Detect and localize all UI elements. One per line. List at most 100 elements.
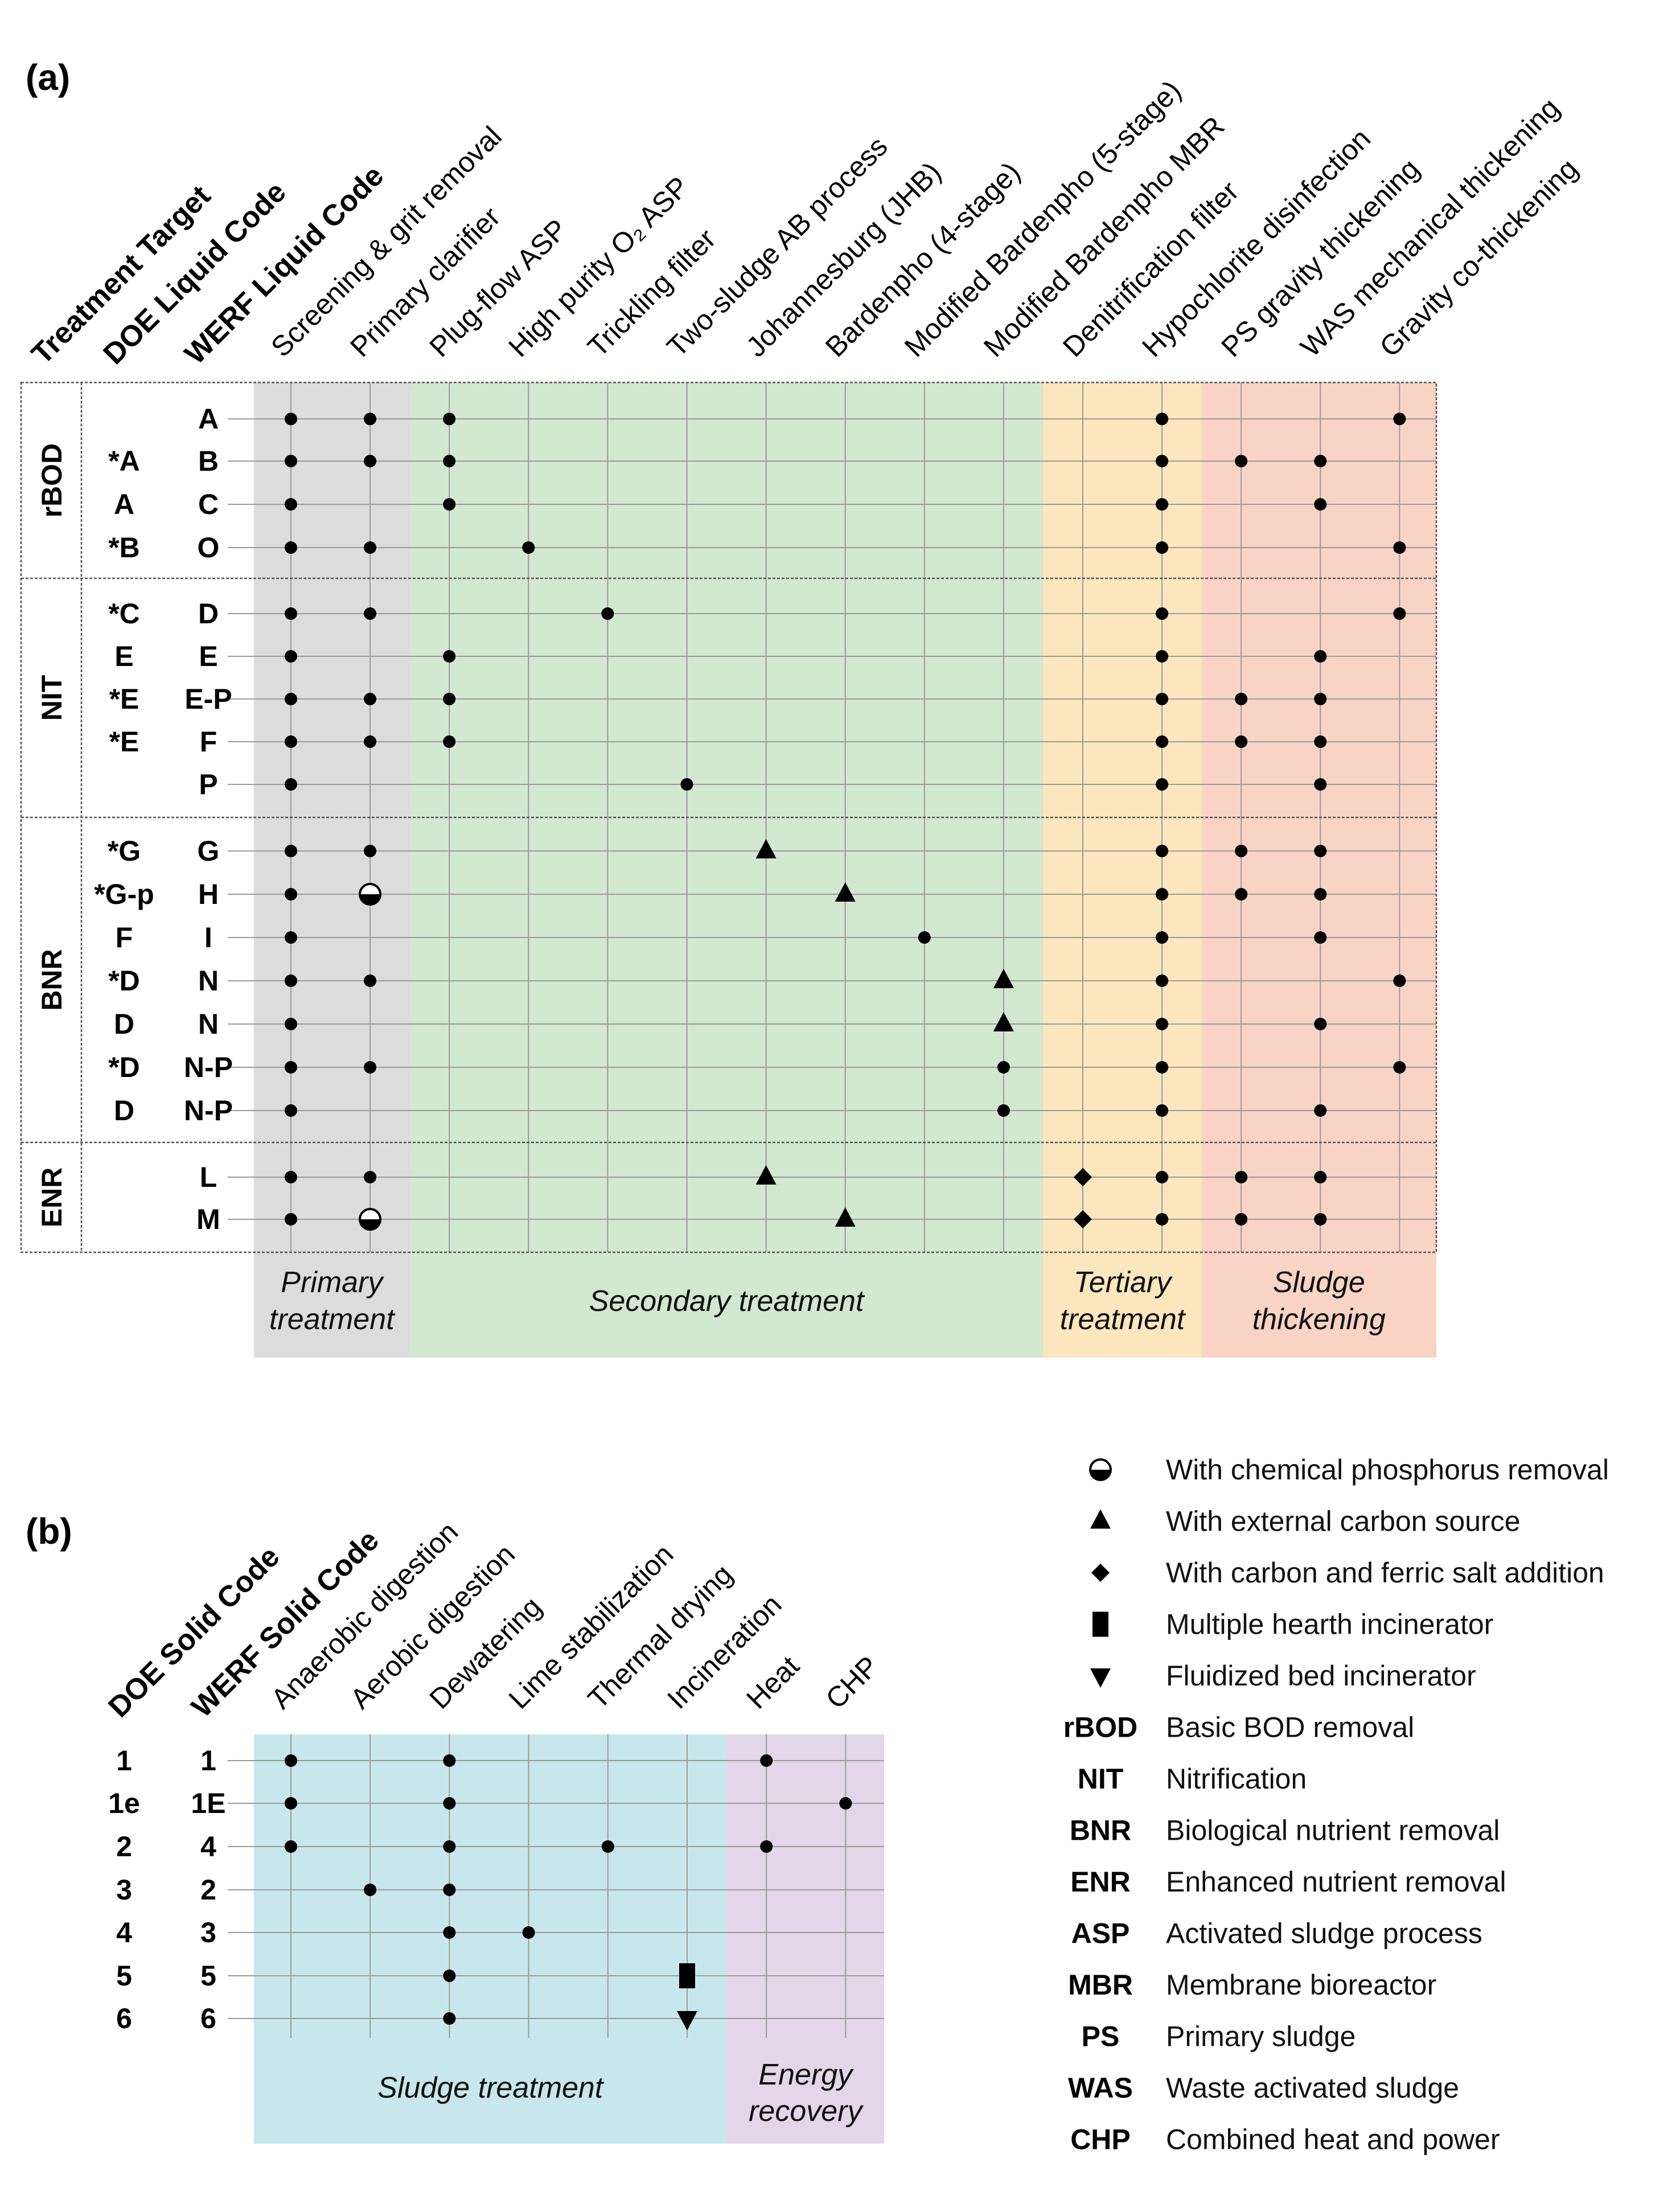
mark-triangle-down bbox=[677, 2011, 697, 2030]
mark-dot bbox=[1314, 1104, 1327, 1117]
mark-dot bbox=[1314, 455, 1327, 467]
zone-2-background bbox=[1043, 383, 1202, 1358]
doe-liquid-code: *D bbox=[108, 1051, 140, 1083]
mark-diamond bbox=[1074, 1168, 1092, 1186]
mark-dot bbox=[680, 778, 693, 791]
mark-dot bbox=[1156, 455, 1169, 467]
mark-dot bbox=[285, 1104, 297, 1117]
werf-liquid-code: M bbox=[196, 1203, 220, 1235]
mark-dot bbox=[1235, 693, 1248, 705]
doe-solid-code: 6 bbox=[116, 2003, 132, 2034]
b-zone-0-background bbox=[254, 1734, 727, 2144]
treatment-target-rbod: rBOD bbox=[36, 443, 68, 518]
mark-dot bbox=[1314, 845, 1327, 857]
treatment-target-nit: NIT bbox=[36, 675, 68, 721]
werf-liquid-code: B bbox=[198, 445, 219, 477]
mark-dot bbox=[1314, 735, 1327, 748]
mark-dot bbox=[285, 607, 297, 620]
legend-symbol-half bbox=[1089, 1458, 1112, 1481]
mark-dot bbox=[522, 541, 535, 554]
werf-liquid-code: C bbox=[198, 488, 219, 520]
doe-solid-code: 1e bbox=[108, 1787, 140, 1819]
b-zone-1-background bbox=[726, 1734, 884, 2144]
zone-label-1: Secondary treatment bbox=[589, 1285, 865, 1318]
mark-dot bbox=[285, 778, 297, 791]
zone-label-3: Sludge thickening bbox=[1252, 1266, 1386, 1336]
doe-liquid-code: *D bbox=[108, 965, 140, 997]
werf-liquid-code: O bbox=[198, 532, 220, 564]
mark-dot bbox=[443, 735, 456, 748]
legend: With chemical phosphorus removal With ext… bbox=[1063, 1454, 1609, 2156]
doe-liquid-code: A bbox=[114, 488, 134, 520]
zone-label-line: Primary bbox=[281, 1266, 384, 1299]
mark-dot bbox=[1314, 1213, 1327, 1226]
doe-liquid-code: *A bbox=[108, 445, 140, 477]
zone-label-line: Sludge bbox=[1273, 1266, 1365, 1299]
werf-liquid-code: A bbox=[198, 403, 219, 435]
mark-dot bbox=[1156, 693, 1169, 705]
mark-half bbox=[359, 883, 382, 906]
mark-dot bbox=[285, 735, 297, 748]
mark-dot bbox=[1156, 1061, 1169, 1074]
mark-dot bbox=[285, 498, 297, 511]
legend-symbol-triangle bbox=[1090, 1509, 1111, 1529]
mark-dot bbox=[285, 1018, 297, 1030]
mark-dot bbox=[443, 1797, 456, 1810]
treatment-target-enr: ENR bbox=[36, 1167, 68, 1228]
mark-dot bbox=[1156, 650, 1169, 663]
mark-dot bbox=[364, 693, 377, 705]
werf-liquid-code: L bbox=[200, 1161, 217, 1193]
legend-symbol-triangle-down bbox=[1090, 1668, 1111, 1688]
half-circle-fill bbox=[360, 1219, 381, 1230]
werf-liquid-code: P bbox=[199, 768, 217, 800]
mark-dot bbox=[1156, 1018, 1169, 1030]
zone-label-2: Tertiary treatment bbox=[1060, 1266, 1186, 1336]
legend-abbreviation-text: Membrane bioreactor bbox=[1166, 1969, 1436, 2001]
mark-dot bbox=[443, 1926, 456, 1939]
legend-abbreviation: rBOD bbox=[1063, 1712, 1138, 1744]
doe-solid-code: 5 bbox=[116, 1960, 132, 1992]
legend-abbreviation: MBR bbox=[1068, 1969, 1133, 2001]
mark-dot bbox=[285, 541, 297, 554]
zone-label-line: thickening bbox=[1252, 1303, 1386, 1336]
mark-dot bbox=[1393, 975, 1406, 987]
werf-solid-code: 6 bbox=[200, 2003, 216, 2034]
half-circle-fill bbox=[360, 894, 381, 904]
treatment-target-bnr: BNR bbox=[36, 949, 68, 1010]
werf-liquid-code: N bbox=[198, 965, 219, 997]
doe-liquid-code: *E bbox=[109, 683, 139, 715]
werf-liquid-code: H bbox=[198, 878, 219, 910]
zone-label-line: recovery bbox=[749, 2095, 864, 2128]
mark-dot bbox=[1156, 888, 1169, 901]
mark-dot bbox=[364, 455, 377, 467]
b-column-header-7: CHP bbox=[820, 1650, 885, 1715]
legend-abbreviation-text: Biological nutrient removal bbox=[1166, 1815, 1500, 1847]
mark-dot bbox=[1393, 1061, 1406, 1074]
mark-triangle bbox=[835, 1207, 856, 1227]
mark-dot bbox=[601, 1840, 614, 1853]
mark-dot bbox=[1393, 607, 1406, 620]
werf-liquid-code: N-P bbox=[184, 1051, 233, 1083]
mark-dot bbox=[285, 845, 297, 857]
mark-dot bbox=[364, 413, 377, 425]
mark-triangle bbox=[993, 969, 1014, 988]
mark-dot bbox=[1314, 650, 1327, 663]
legend-symbol-text: With carbon and ferric salt addition bbox=[1166, 1557, 1604, 1589]
panel-a-label: (a) bbox=[26, 57, 70, 98]
mark-dot bbox=[1156, 498, 1169, 511]
mark-dot bbox=[1156, 541, 1169, 554]
legend-abbreviation: PS bbox=[1082, 2021, 1120, 2053]
mark-dot bbox=[839, 1797, 852, 1810]
werf-solid-code: 4 bbox=[200, 1831, 216, 1862]
legend-symbol-text: Fluidized bed incinerator bbox=[1166, 1660, 1476, 1692]
mark-dot bbox=[443, 2012, 456, 2025]
mark-dot bbox=[285, 975, 297, 987]
b-zone-label-1: Energy recovery bbox=[749, 2058, 864, 2128]
legend-symbol-rect bbox=[1092, 1611, 1108, 1637]
mark-dot bbox=[443, 650, 456, 663]
mark-dot bbox=[443, 1840, 456, 1853]
mark-dot bbox=[997, 1104, 1010, 1117]
doe-liquid-code: *C bbox=[108, 598, 140, 630]
mark-dot bbox=[364, 1171, 377, 1183]
